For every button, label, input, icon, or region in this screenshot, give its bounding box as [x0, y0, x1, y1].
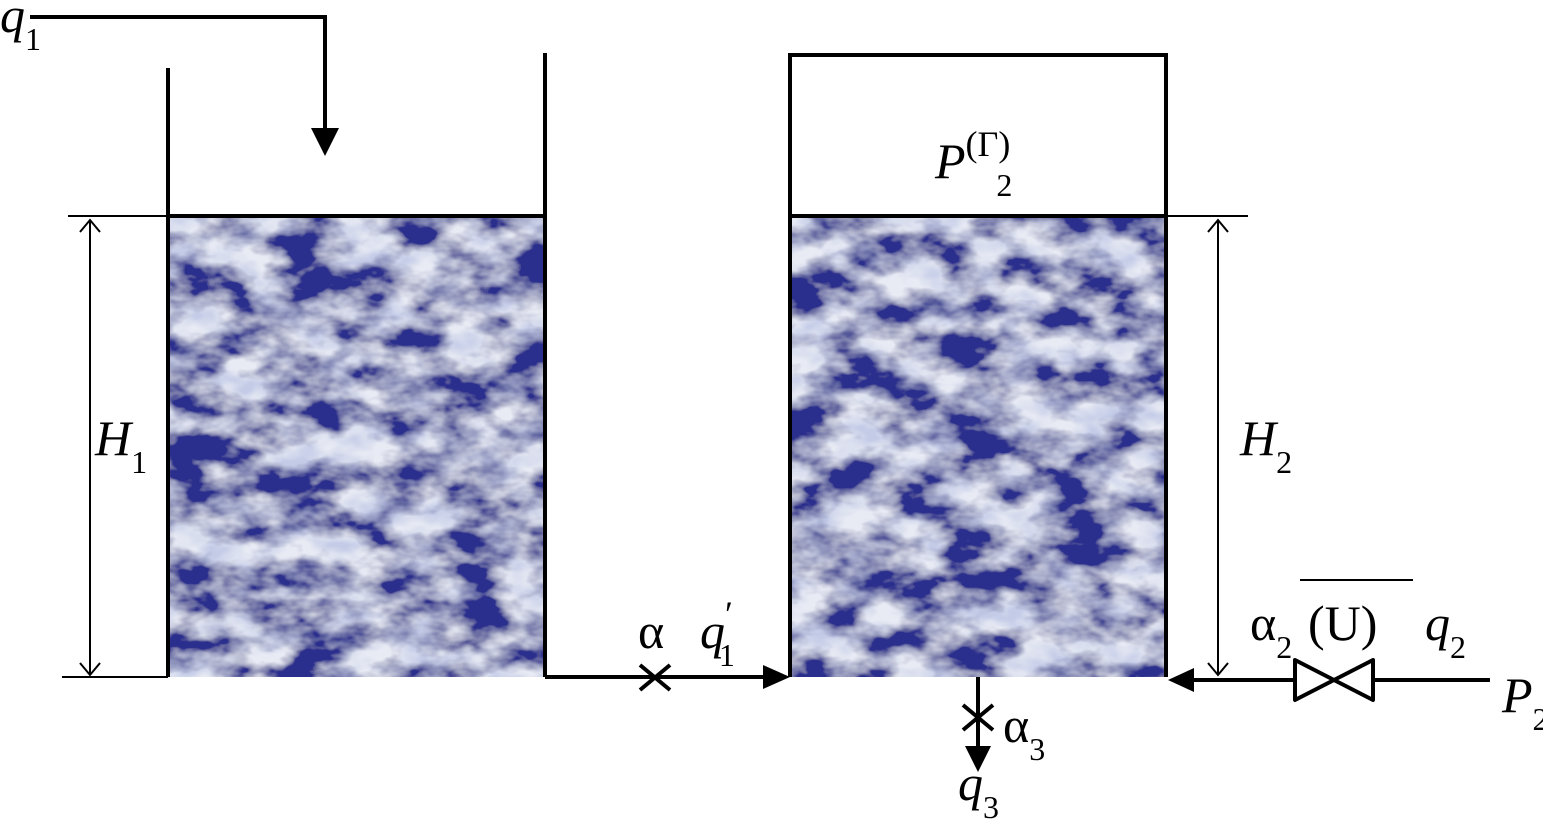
label-base: q	[700, 603, 725, 659]
label: α2	[1250, 595, 1292, 665]
label-sub: 3	[983, 789, 999, 825]
label-sub: 2	[1276, 444, 1292, 480]
label: α3	[1003, 697, 1045, 767]
label-base: P	[934, 133, 966, 189]
label-base: (U)	[1308, 595, 1377, 651]
label-sub: 1	[131, 444, 147, 480]
h2-dimension	[1207, 218, 1229, 677]
label: q3	[958, 755, 999, 825]
liquid	[168, 216, 545, 677]
label-base: q	[958, 755, 983, 811]
label-base: H	[1239, 410, 1279, 466]
label-base: q	[0, 0, 25, 43]
label: P2	[1501, 667, 1543, 737]
inflow-pipe	[30, 15, 327, 130]
arrow	[763, 665, 790, 689]
label: P(Г) 2	[934, 124, 1012, 203]
reference-lines	[62, 215, 1248, 678]
label-base: q	[1425, 595, 1450, 651]
tank-2	[788, 53, 1168, 677]
label: q1	[0, 0, 41, 57]
label-base: P	[1501, 667, 1533, 723]
restriction-alpha3	[961, 703, 995, 732]
label-sub: 2	[1533, 701, 1543, 737]
arrow	[311, 128, 339, 156]
label-sub: 3	[1029, 731, 1045, 767]
label: q2	[1425, 595, 1466, 665]
restriction-alpha	[638, 663, 672, 692]
arrow	[965, 746, 991, 772]
label: (U)	[1308, 595, 1377, 651]
liquid	[790, 216, 1166, 677]
label-sup: ′	[725, 594, 733, 634]
tank-walls	[788, 53, 1168, 677]
label-sub: 1	[719, 637, 735, 673]
h1-dimension	[79, 218, 101, 677]
tank-1	[166, 53, 547, 677]
label-base: α	[1250, 595, 1276, 651]
label: H1	[94, 410, 147, 480]
label-base: α	[1003, 697, 1029, 753]
label-base: α	[638, 603, 664, 659]
label-sup: (Г)	[966, 124, 1011, 164]
arrow	[1168, 668, 1194, 692]
label-sub: 1	[25, 21, 41, 57]
label: q′ 1	[700, 594, 735, 673]
label-base: H	[94, 410, 134, 466]
label: H2	[1239, 410, 1292, 480]
label: α	[638, 603, 664, 659]
label-sub: 2	[996, 167, 1012, 203]
label-sub: 2	[1450, 629, 1466, 665]
valve	[1293, 658, 1375, 702]
label-sub: 2	[1276, 629, 1292, 665]
tank-walls	[166, 53, 547, 677]
